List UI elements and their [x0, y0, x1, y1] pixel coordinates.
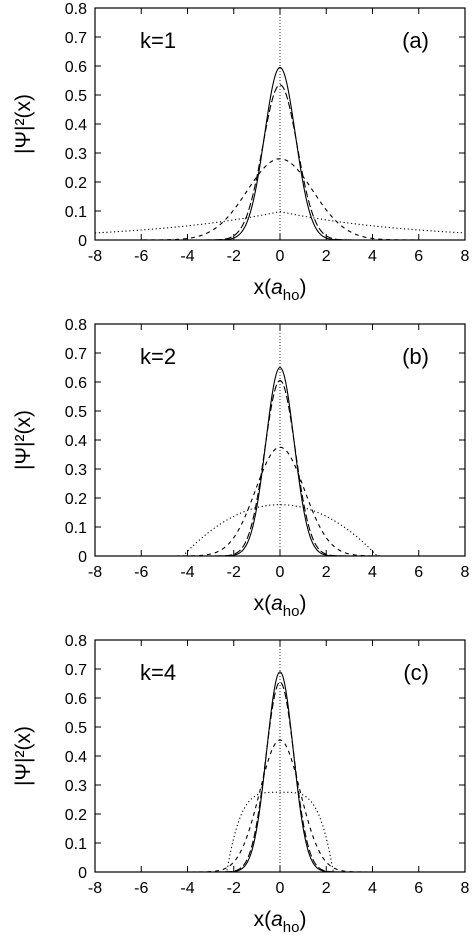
series-line-dotted	[95, 504, 465, 556]
x-tick-label: -8	[88, 880, 102, 897]
x-tick-label: -4	[180, 564, 194, 581]
x-tick-label: -6	[134, 564, 148, 581]
y-tick-label: 0.3	[65, 462, 87, 479]
panel-label: (b)	[402, 344, 429, 369]
chart-panel-3: 0 0.1 0.2 0.3 0.4 0.5 0.6 0.7 0.8 -8 -6 -4 -2 0 2 4 6 8 k=…	[12, 633, 470, 936]
y-axis-label: |Ψ|²(x)	[12, 726, 35, 786]
x-tick-label: 8	[461, 880, 470, 897]
series-line-long-dash	[95, 84, 465, 240]
y-tick-label: 0.4	[65, 433, 87, 450]
k-annotation: k=1	[140, 28, 176, 53]
chart-panel-2: 0 0.1 0.2 0.3 0.4 0.5 0.6 0.7 0.8 -8 -6 -4 -2 0 2 4 6 8 k=…	[12, 317, 470, 620]
series-line-dotted	[95, 211, 465, 234]
x-tick-label: 8	[461, 248, 470, 265]
series-line-long-dash	[95, 681, 465, 872]
y-tick-label: 0.8	[65, 317, 87, 334]
y-tick-label: 0.7	[65, 346, 87, 363]
y-tick-label: 0	[78, 865, 87, 882]
y-tick-label: 0.2	[65, 807, 87, 824]
x-tick-label: -4	[180, 248, 194, 265]
x-tick-label: 2	[322, 880, 331, 897]
y-axis-label: |Ψ|²(x)	[12, 410, 35, 470]
x-tick-label: -6	[134, 880, 148, 897]
x-axis-label: x(aho)	[254, 592, 307, 620]
x-tick-label: 4	[368, 880, 377, 897]
series-line-dotted	[95, 791, 465, 872]
x-tick-label: 4	[368, 248, 377, 265]
y-tick-label: 0	[78, 549, 87, 566]
x-tick-label: -2	[227, 248, 241, 265]
x-tick-label: -2	[227, 880, 241, 897]
series-line-solid	[95, 671, 465, 872]
y-tick-label: 0.2	[65, 491, 87, 508]
series-line-solid	[95, 66, 465, 240]
y-tick-label: 0.4	[65, 749, 87, 766]
y-tick-label: 0.6	[65, 375, 87, 392]
series-line-solid	[95, 366, 465, 556]
x-tick-label: 0	[276, 564, 285, 581]
y-tick-label: 0.6	[65, 59, 87, 76]
x-tick-label: -4	[180, 880, 194, 897]
y-tick-label: 0.3	[65, 778, 87, 795]
y-tick-label: 0.1	[65, 204, 87, 221]
k-annotation: k=2	[140, 344, 176, 369]
x-tick-label: 2	[322, 564, 331, 581]
x-tick-label: 2	[322, 248, 331, 265]
series-line-long-dash	[95, 379, 465, 556]
chart-panel-1: 0 0.1 0.2 0.3 0.4 0.5 0.6 0.7 0.8 -8 -6 -4 -2 0 2 4 6 8 k=…	[12, 1, 470, 304]
y-tick-label: 0.2	[65, 175, 87, 192]
series-line-dashed	[95, 739, 465, 872]
x-tick-label: 6	[414, 248, 423, 265]
x-tick-label: -2	[227, 564, 241, 581]
x-tick-label: 0	[276, 880, 285, 897]
x-tick-label: 0	[276, 248, 285, 265]
panel-label: (c)	[403, 660, 429, 685]
x-tick-label: 8	[461, 564, 470, 581]
x-tick-label: 6	[414, 564, 423, 581]
k-annotation: k=4	[140, 660, 176, 685]
y-tick-label: 0.8	[65, 633, 87, 650]
x-tick-label: -6	[134, 248, 148, 265]
y-tick-label: 0.7	[65, 662, 87, 679]
y-axis-label: |Ψ|²(x)	[12, 94, 35, 154]
panel-label: (a)	[402, 28, 429, 53]
x-tick-label: -8	[88, 248, 102, 265]
y-tick-label: 0.6	[65, 691, 87, 708]
x-tick-label: 6	[414, 880, 423, 897]
y-tick-label: 0.8	[65, 1, 87, 18]
y-tick-label: 0	[78, 233, 87, 250]
y-tick-label: 0.1	[65, 520, 87, 537]
x-tick-label: -8	[88, 564, 102, 581]
series-line-dashed	[95, 446, 465, 556]
y-tick-label: 0.5	[65, 720, 87, 737]
y-tick-label: 0.1	[65, 836, 87, 853]
y-tick-label: 0.5	[65, 404, 87, 421]
y-tick-label: 0.4	[65, 117, 87, 134]
y-tick-label: 0.3	[65, 146, 87, 163]
x-axis-label: x(aho)	[254, 908, 307, 936]
y-tick-label: 0.5	[65, 88, 87, 105]
series-line-dashed	[95, 158, 465, 240]
y-tick-label: 0.7	[65, 30, 87, 47]
x-axis-label: x(aho)	[254, 276, 307, 304]
x-tick-label: 4	[368, 564, 377, 581]
